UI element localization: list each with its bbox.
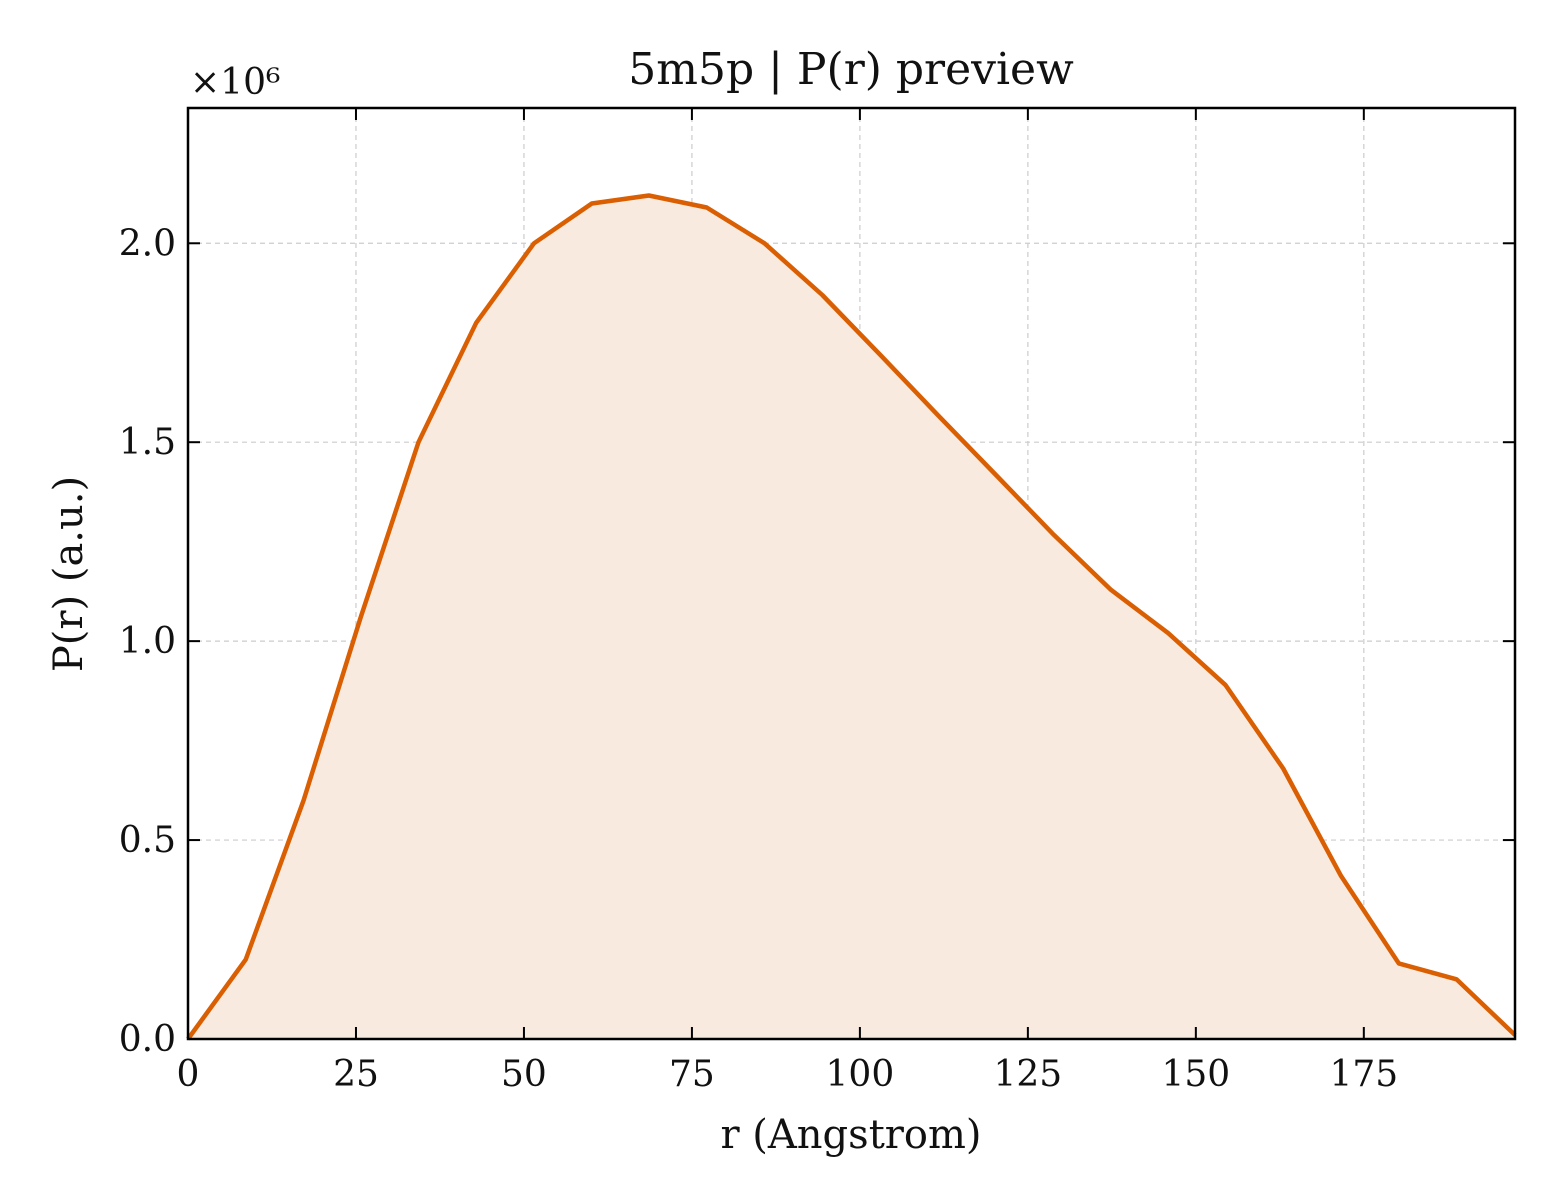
area-fill [188,195,1515,1039]
x-tick-label: 50 [501,1054,547,1095]
x-tick-label: 100 [826,1054,895,1095]
y-tick-label: 1.0 [119,621,176,662]
y-axis-label: P(r) (a.u.) [46,476,92,672]
y-tick-label: 0.0 [119,1019,176,1060]
y-offset-label: ×10⁶ [190,62,280,103]
x-tick-label: 125 [994,1054,1063,1095]
x-axis-label: r (Angstrom) [720,1112,981,1158]
y-tick-label: 1.5 [119,422,176,463]
y-tick-label: 2.0 [119,223,176,264]
x-tick-label: 0 [177,1054,200,1095]
series-line [186,193,1517,1041]
x-tick-label: 175 [1329,1054,1398,1095]
x-tick-label: 75 [669,1054,715,1095]
x-tick-label: 25 [333,1054,379,1095]
x-tick-label: 150 [1161,1054,1230,1095]
chart-title: 5m5p | P(r) preview [628,44,1074,95]
plot-frame [186,106,1517,1041]
axis-ticks: 0 25 50 75 100 125 150 175 0.0 0.5 1.0 1.5 2.0 [119,108,1515,1095]
y-tick-label: 0.5 [119,820,176,861]
